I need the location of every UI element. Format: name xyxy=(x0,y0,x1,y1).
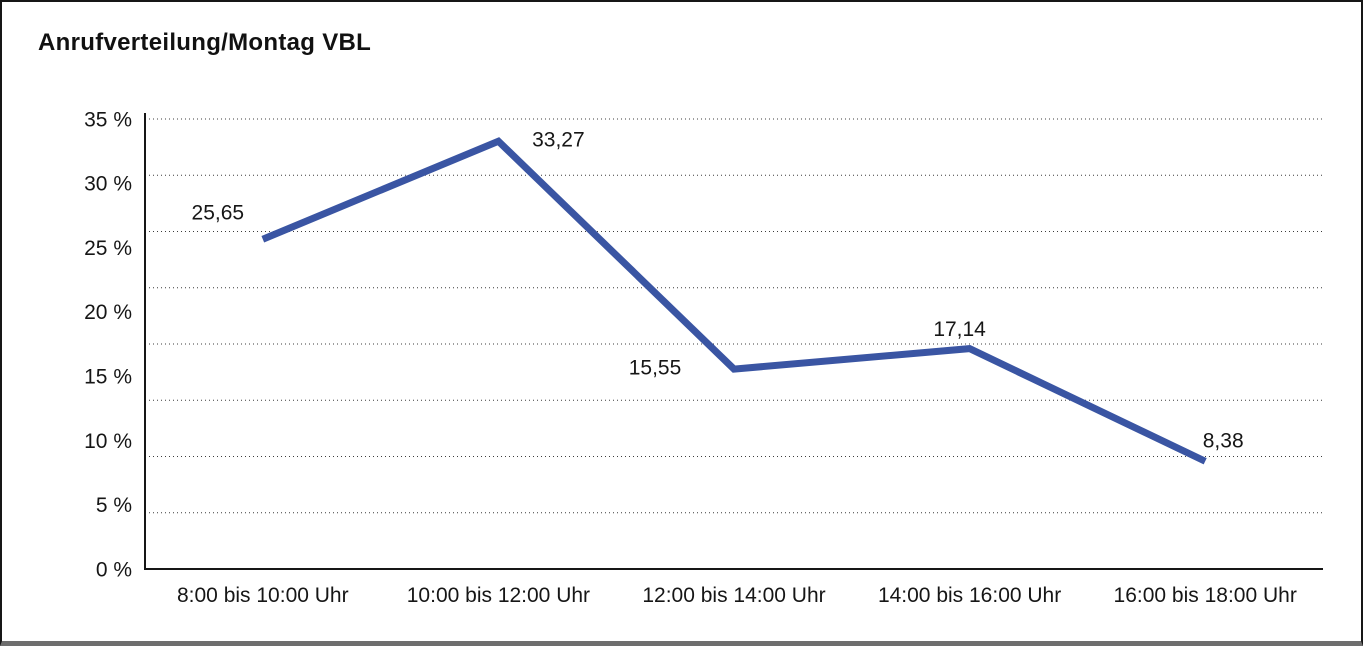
y-tick-label: 35 % xyxy=(84,108,132,131)
x-category-label: 16:00 bis 18:00 Uhr xyxy=(1114,584,1297,607)
data-line xyxy=(261,137,1207,465)
y-tick-label: 30 % xyxy=(84,173,132,196)
y-tick-label: 5 % xyxy=(96,494,132,517)
y-tick-label: 20 % xyxy=(84,301,132,324)
x-category-label: 8:00 bis 10:00 Uhr xyxy=(177,584,349,607)
x-category-label: 14:00 bis 16:00 Uhr xyxy=(878,584,1061,607)
x-category-label: 10:00 bis 12:00 Uhr xyxy=(407,584,590,607)
y-tick-label: 10 % xyxy=(84,430,132,453)
chart-title: Anrufverteilung/Montag VBL xyxy=(38,29,372,56)
y-tick-label: 15 % xyxy=(84,365,132,388)
y-tick-label: 25 % xyxy=(84,237,132,260)
x-category-label: 12:00 bis 14:00 Uhr xyxy=(642,584,825,607)
data-point-label: 17,14 xyxy=(933,318,986,341)
data-point-label: 33,27 xyxy=(532,129,585,152)
data-point-label: 8,38 xyxy=(1203,430,1244,453)
y-tick-label: 0 % xyxy=(96,558,132,581)
data-point-label: 15,55 xyxy=(629,356,682,379)
data-point-label: 25,65 xyxy=(192,202,245,225)
